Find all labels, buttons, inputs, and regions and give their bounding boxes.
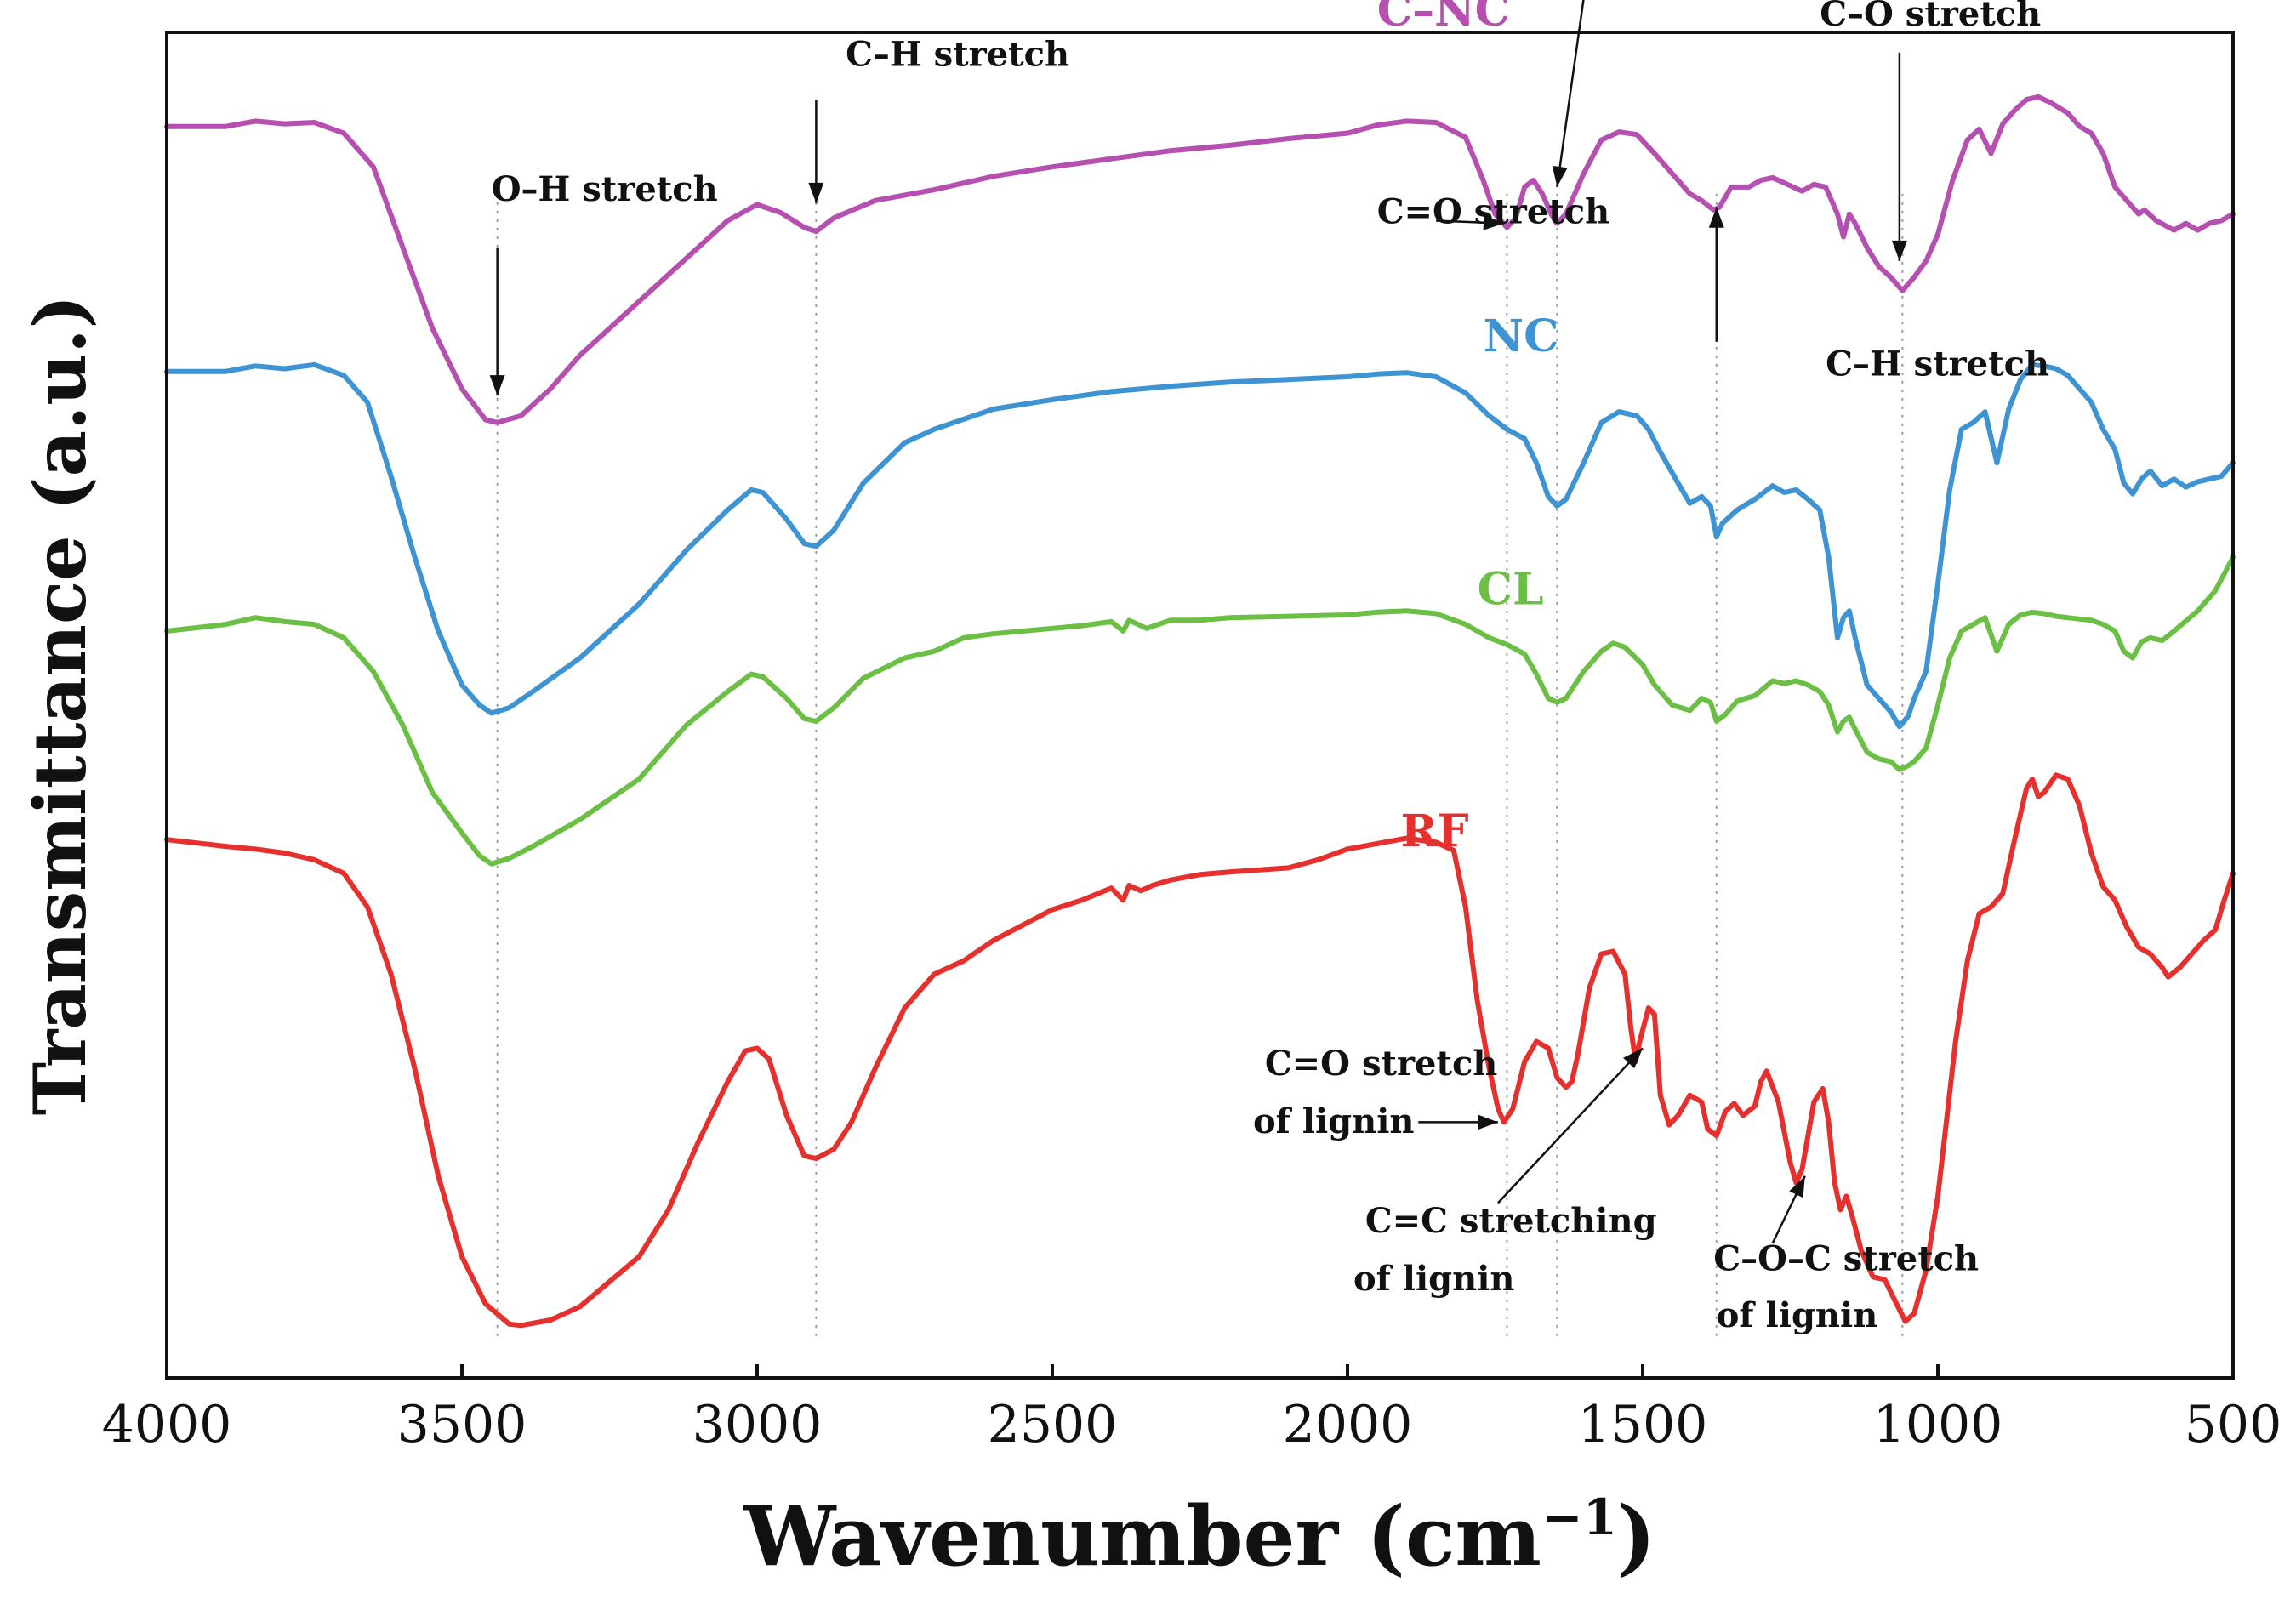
series-label: CL: [1478, 563, 1544, 615]
annotation-arrow-line: [1497, 1047, 1644, 1204]
annotation-label: C–H stretch: [846, 35, 1069, 75]
x-axis-title-main: Wavenumber (cm: [743, 1488, 1541, 1585]
y-axis-title: Transmittance (a.u.): [18, 295, 102, 1116]
annotation-arrowhead: [1483, 214, 1504, 230]
series-line-RF: [164, 772, 2236, 1329]
annotation-label: C–O stretch: [1820, 0, 2041, 34]
series-line-CL: [164, 555, 2236, 867]
series-label: RF: [1400, 805, 1468, 857]
annotation-arrowhead: [489, 375, 505, 396]
series-line-NC: [164, 361, 2236, 730]
x-tick-label: 3500: [397, 1395, 527, 1454]
annotation-arrowhead: [1789, 1175, 1805, 1198]
annotation-label: O–H stretch: [492, 169, 718, 209]
annotation-label: of lignin: [1353, 1259, 1515, 1299]
annotation-arrow-line: [1556, 0, 1585, 188]
annotation-arrowhead: [1891, 240, 1907, 261]
x-tick-label: 1500: [1578, 1395, 1708, 1454]
series-lines: C–NC NC CL RF: [164, 0, 2236, 1329]
series-label: NC: [1484, 310, 1559, 362]
annotation-label: C–H stretch: [1826, 344, 2049, 384]
x-axis-title-superscript: −1: [1541, 1488, 1617, 1546]
annotation-label: of lignin: [1253, 1101, 1415, 1141]
annotation-arrowhead: [1478, 1114, 1498, 1130]
annotation-arrowhead: [808, 182, 824, 203]
x-tick-label: 3000: [692, 1395, 823, 1454]
x-axis-title: Wavenumber (cm−1): [743, 1488, 1656, 1585]
annotation-label: C=C stretching: [1365, 1201, 1657, 1241]
x-tick-label: 2000: [1283, 1395, 1413, 1454]
series-line-C–NC: [164, 94, 2236, 425]
annotation-arrowhead: [1623, 1048, 1643, 1069]
x-tick-label: 1000: [1873, 1395, 2003, 1454]
plot-frame: [165, 31, 2235, 1380]
annotation-arrowhead: [1552, 165, 1568, 187]
x-tick-label: 500: [2185, 1395, 2282, 1454]
x-axis-title-close: ): [1617, 1488, 1655, 1585]
annotation-label: C=O stretch: [1377, 192, 1610, 232]
annotation-arrowhead: [1708, 207, 1724, 228]
annotation-label: C–O–C stretch: [1713, 1238, 1979, 1278]
x-tick-label: 2500: [988, 1395, 1118, 1454]
series-label: C–NC: [1377, 0, 1510, 37]
annotation-label: C=O stretch: [1265, 1044, 1498, 1084]
axes: 4000 3500 3000 2500 2000 1500 1000 500: [102, 1364, 2282, 1454]
x-tick-label: 4000: [102, 1395, 232, 1454]
annotation-label: of lignin: [1717, 1295, 1878, 1335]
